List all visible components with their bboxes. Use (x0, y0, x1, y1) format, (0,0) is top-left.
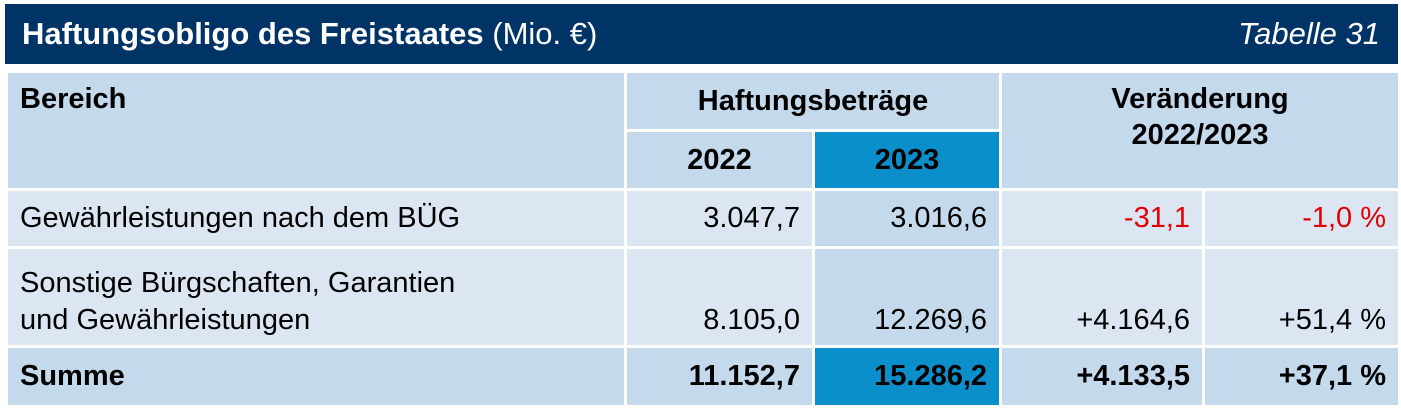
table-container: Haftungsobligo des Freistaates (Mio. €) … (5, 4, 1401, 408)
header-row-1: Bereich Haftungsbeträge Veränderung 2022… (5, 70, 1401, 191)
row-value-2022: 8.105,0 (624, 246, 815, 348)
header-row-2: 2022 2023 (7, 129, 1400, 191)
table-row: Sonstige Bürgschaften, Garantien und Gew… (5, 246, 1401, 348)
liability-table: Bereich Haftungsbeträge Veränderung 2022… (5, 70, 1401, 408)
header-veraenderung-line1: Veränderung (1111, 83, 1289, 115)
row-delta-pct: -1,0 % (1202, 188, 1401, 249)
row-value-2022: 3.047,7 (624, 188, 815, 249)
header-veraenderung-line2: 2022/2023 (1131, 119, 1269, 151)
row-value-2023: 12.269,6 (811, 246, 1003, 348)
header-year-2022: 2022 (624, 129, 815, 191)
total-delta-abs: +4.133,5 (999, 345, 1206, 408)
header-bereich: Bereich (5, 70, 627, 191)
row-delta-abs: -31,1 (999, 188, 1206, 249)
total-delta-pct: +37,1 % (1202, 345, 1401, 408)
title-main: Haftungsobligo des Freistaates (22, 16, 484, 51)
table-title: Haftungsobligo des Freistaates (Mio. €) (22, 16, 597, 52)
row-delta-abs: +4.164,6 (999, 246, 1206, 348)
title-unit: (Mio. €) (492, 16, 598, 51)
row-label-line1: Sonstige Bürgschaften, Garantien (20, 267, 456, 299)
title-bar: Haftungsobligo des Freistaates (Mio. €) … (5, 4, 1398, 64)
total-row: Summe 11.152,7 15.286,2 +4.133,5 +37,1 % (5, 345, 1401, 408)
row-label: Gewährleistungen nach dem BÜG (5, 188, 627, 249)
header-haftungsbetraege: Haftungsbeträge (623, 70, 1003, 132)
table-number: Tabelle 31 (1238, 16, 1380, 51)
header-veraenderung: Veränderung 2022/2023 (999, 70, 1401, 191)
header-year-2023: 2023 (811, 129, 1003, 191)
row-value-2023: 3.016,6 (811, 188, 1003, 249)
row-delta-pct: +51,4 % (1202, 246, 1401, 348)
total-label: Summe (5, 345, 627, 408)
total-value-2022: 11.152,7 (624, 345, 815, 408)
row-label: Sonstige Bürgschaften, Garantien und Gew… (5, 246, 627, 348)
row-label-line2: und Gewährleistungen (20, 304, 311, 336)
table-row: Gewährleistungen nach dem BÜG 3.047,7 3.… (5, 188, 1401, 249)
total-value-2023: 15.286,2 (811, 345, 1003, 408)
